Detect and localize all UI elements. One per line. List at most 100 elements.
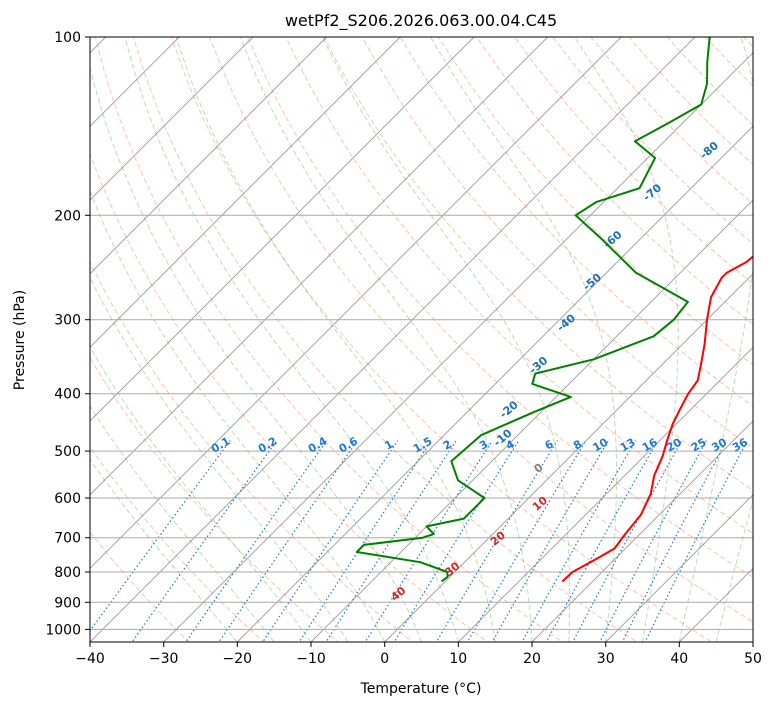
isotherm-line [752, 641, 753, 642]
moist-adiabat-line [175, 37, 496, 642]
moist-adiabat-line [124, 37, 459, 642]
dry-adiabat-line [628, 37, 753, 166]
isotherm-line [90, 37, 549, 496]
x-tick-label: −20 [223, 651, 253, 667]
y-tick-label: 300 [54, 313, 81, 329]
isotherm-line [90, 37, 328, 275]
dry-adiabat-line [90, 531, 190, 642]
x-tick-label: −40 [75, 651, 105, 667]
isotherm-line [90, 37, 401, 348]
x-axis-label: Temperature (°C) [360, 681, 482, 697]
isotherm-label: -80 [697, 139, 721, 162]
y-tick-label: 600 [54, 491, 81, 507]
y-tick-label: 400 [54, 387, 81, 403]
mixing-ratio-label: 16 [640, 435, 660, 454]
moist-adiabat-line [430, 37, 617, 642]
dry-adiabat-line [755, 10, 775, 654]
dry-adiabat-line [94, 37, 564, 642]
isotherm-label: -40 [554, 311, 578, 334]
x-tick-label: −10 [296, 651, 326, 667]
isotherm-label: 0 [532, 461, 546, 476]
mixing-ratio-line [262, 440, 399, 642]
mixing-ratio-line [521, 440, 637, 642]
dry-adiabat-line [90, 356, 339, 642]
mixing-ratio-line [466, 440, 587, 642]
chart-title: wetPf2_S206.2026.063.00.04.C45 [285, 11, 557, 31]
isotherm-line [90, 37, 254, 201]
dry-adiabat-line [170, 37, 713, 642]
moist-adiabat-line [322, 37, 571, 642]
mixing-ratio-label: 10 [590, 435, 610, 454]
axis-ticks: −40 −30 −20 −10 0 10 20 30 40 5010020030040050060… [45, 30, 762, 667]
mixing-ratio-line [491, 440, 609, 642]
dry-adiabat-line [476, 37, 753, 325]
isotherm-line [90, 37, 475, 422]
mixing-ratio-line [572, 440, 683, 642]
isotherm-line [90, 37, 180, 127]
mixing-ratio-line [599, 440, 707, 642]
isotherm-label: 10 [530, 494, 550, 514]
moist-adiabat-line [90, 458, 238, 642]
y-tick-label: 800 [54, 565, 81, 581]
mixing-ratio-line [545, 440, 659, 642]
moist-adiabat-line [90, 189, 386, 642]
moist-adiabat-line [239, 37, 533, 642]
isotherm-line [457, 346, 753, 642]
mixing-ratio-line [435, 440, 558, 642]
dry-adiabat-line [132, 37, 638, 642]
mixing-ratio-line [325, 440, 457, 642]
moist-adiabat-line [90, 345, 312, 642]
x-tick-label: 40 [670, 651, 688, 667]
mixing-ratio-label: 36 [730, 435, 750, 454]
isotherm-line [163, 52, 753, 642]
mixing-ratio-label: 3 [477, 438, 490, 453]
dry-adiabat-line [90, 260, 414, 642]
mixing-ratio-label: 1.5 [411, 435, 434, 456]
dry-adiabat-line [361, 37, 753, 449]
profile-lines [355, 37, 753, 583]
y-tick-label: 100 [54, 30, 81, 46]
dry-adiabat-line [742, 37, 753, 48]
mixing-ratio-line [364, 440, 493, 642]
x-tick-label: 50 [744, 651, 762, 667]
mixing-ratio-line [218, 440, 358, 642]
mixing-ratio-label: 25 [689, 436, 709, 455]
mixing-ratio-line [621, 440, 728, 642]
dry-adiabat-line [209, 37, 753, 623]
moist-adiabat-line [90, 65, 422, 642]
mixing-ratio-label: 0.1 [209, 435, 232, 456]
x-tick-label: 0 [380, 651, 389, 667]
dry-adiabat-line [90, 152, 489, 642]
y-tick-label: 900 [54, 595, 81, 611]
mixing-ratio-line [644, 440, 748, 642]
y-axis-label: Pressure (hPa) [12, 290, 28, 390]
y-tick-label: 700 [54, 531, 81, 547]
isotherm-line [236, 125, 753, 642]
isotherm-line [310, 199, 753, 642]
mixing-ratio-label: 2 [441, 438, 454, 453]
x-tick-label: −30 [149, 651, 179, 667]
y-tick-label: 200 [54, 208, 81, 224]
isotherm-label: 40 [388, 584, 408, 604]
x-tick-label: 30 [597, 651, 615, 667]
isotherm-label: -50 [580, 271, 604, 294]
y-tick-label: 500 [54, 444, 81, 460]
isotherm-line [384, 273, 753, 642]
x-tick-label: 10 [449, 651, 467, 667]
isotherm-line [605, 494, 753, 642]
moist-adiabat-line [574, 37, 679, 642]
isotherm-line [531, 420, 753, 642]
isotherm-line [678, 567, 753, 642]
mixing-ratio-label: 0.4 [306, 434, 330, 455]
dry-adiabat-line [399, 37, 753, 407]
y-tick-label: 1000 [45, 622, 81, 638]
moist-adiabat-line [90, 405, 275, 642]
moist-adiabat-line [678, 37, 753, 642]
isotherm-line [90, 37, 622, 569]
isotherm-label: -90 [751, 100, 775, 123]
dewpoint-profile-line [355, 37, 711, 583]
background-lines [90, 10, 775, 654]
mixing-ratio-label: 0.6 [337, 434, 361, 455]
